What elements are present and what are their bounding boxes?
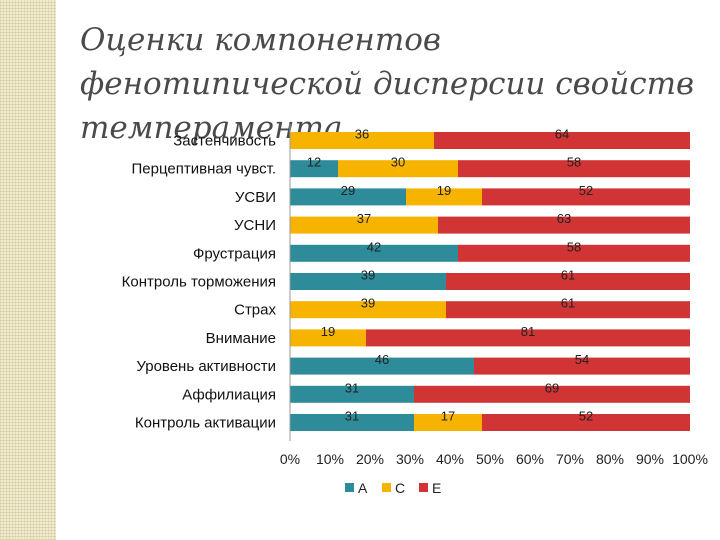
bar-segment-A	[290, 160, 338, 178]
decorative-side-pattern	[0, 0, 56, 540]
category-label: Застенчивость	[173, 133, 276, 150]
bar-segment-E	[482, 414, 690, 431]
data-label: 36	[355, 127, 369, 142]
data-label: 19	[321, 324, 335, 339]
category-label: Аффилиация	[182, 386, 276, 403]
legend-swatch-E	[419, 483, 428, 492]
data-label: 58	[567, 155, 581, 170]
bar-segment-E	[414, 385, 690, 403]
x-tick-label: 100%	[672, 451, 708, 467]
bar-segment-E	[458, 160, 690, 178]
bar-segment-E	[438, 216, 690, 234]
data-label: 46	[375, 352, 389, 367]
data-label: 61	[561, 296, 575, 311]
x-tick-label: 80%	[596, 451, 624, 467]
data-label: 31	[345, 380, 359, 395]
x-tick-label: 50%	[476, 451, 504, 467]
bar-segment-E	[366, 329, 690, 347]
bar-segment-A	[290, 244, 458, 262]
bar-segment-A	[290, 188, 406, 206]
legend-label-A: A	[358, 480, 368, 496]
bar-segment-C	[414, 414, 482, 431]
data-label: 12	[307, 155, 321, 170]
bar-segment-E	[434, 132, 690, 149]
bar-segment-C	[338, 160, 458, 178]
bar-segment-C	[290, 301, 446, 319]
bar-segment-E	[446, 301, 690, 319]
bar-segment-A	[290, 357, 474, 375]
legend-label-C: C	[395, 480, 405, 496]
bar-segment-A	[290, 414, 414, 431]
data-label: 64	[555, 127, 569, 142]
data-label: 42	[367, 239, 381, 254]
x-tick-label: 20%	[356, 451, 384, 467]
x-tick-label: 40%	[436, 451, 464, 467]
bar-segment-C	[290, 329, 366, 347]
data-label: 58	[567, 239, 581, 254]
bar-segment-A	[290, 273, 446, 290]
data-label: 17	[441, 409, 455, 424]
x-tick-label: 90%	[636, 451, 664, 467]
bar-segment-E	[446, 273, 690, 290]
data-label: 31	[345, 409, 359, 424]
data-label: 30	[391, 155, 405, 170]
data-label: 81	[521, 324, 535, 339]
data-label: 54	[575, 352, 589, 367]
x-tick-label: 0%	[280, 451, 300, 467]
slide-title: Оценки компонентов фенотипической диспер…	[80, 22, 695, 146]
bar-segment-C	[290, 216, 438, 234]
x-tick-label: 10%	[316, 451, 344, 467]
category-label: УСВИ	[235, 189, 276, 206]
bar-segment-A	[290, 385, 414, 403]
bar-segment-C	[290, 132, 434, 149]
data-label: 39	[361, 268, 375, 283]
category-label: Фрустрация	[193, 245, 276, 262]
data-label: 29	[341, 183, 355, 198]
legend-swatch-C	[382, 483, 391, 492]
category-label: Контроль активации	[135, 415, 276, 432]
data-label: 69	[545, 380, 559, 395]
data-label: 39	[361, 296, 375, 311]
category-label: Перцептивная чувст.	[132, 161, 276, 178]
bar-segment-E	[474, 357, 690, 375]
data-label: 63	[557, 211, 571, 226]
category-label: Страх	[234, 302, 276, 319]
data-label: 52	[579, 409, 593, 424]
bar-segment-C	[406, 188, 482, 206]
x-tick-label: 60%	[516, 451, 544, 467]
data-label: 19	[437, 183, 451, 198]
data-label: 61	[561, 268, 575, 283]
category-label: Контроль торможения	[122, 274, 276, 291]
category-label: УСНИ	[234, 217, 276, 234]
data-label: 52	[579, 183, 593, 198]
category-label: Уровень активности	[136, 358, 276, 375]
category-label: Внимание	[206, 330, 276, 347]
data-label: 37	[357, 211, 371, 226]
bar-segment-E	[458, 244, 690, 262]
x-tick-label: 70%	[556, 451, 584, 467]
legend-swatch-A	[345, 483, 354, 492]
legend-label-E: E	[432, 480, 441, 496]
x-tick-label: 30%	[396, 451, 424, 467]
bar-segment-E	[482, 188, 690, 206]
